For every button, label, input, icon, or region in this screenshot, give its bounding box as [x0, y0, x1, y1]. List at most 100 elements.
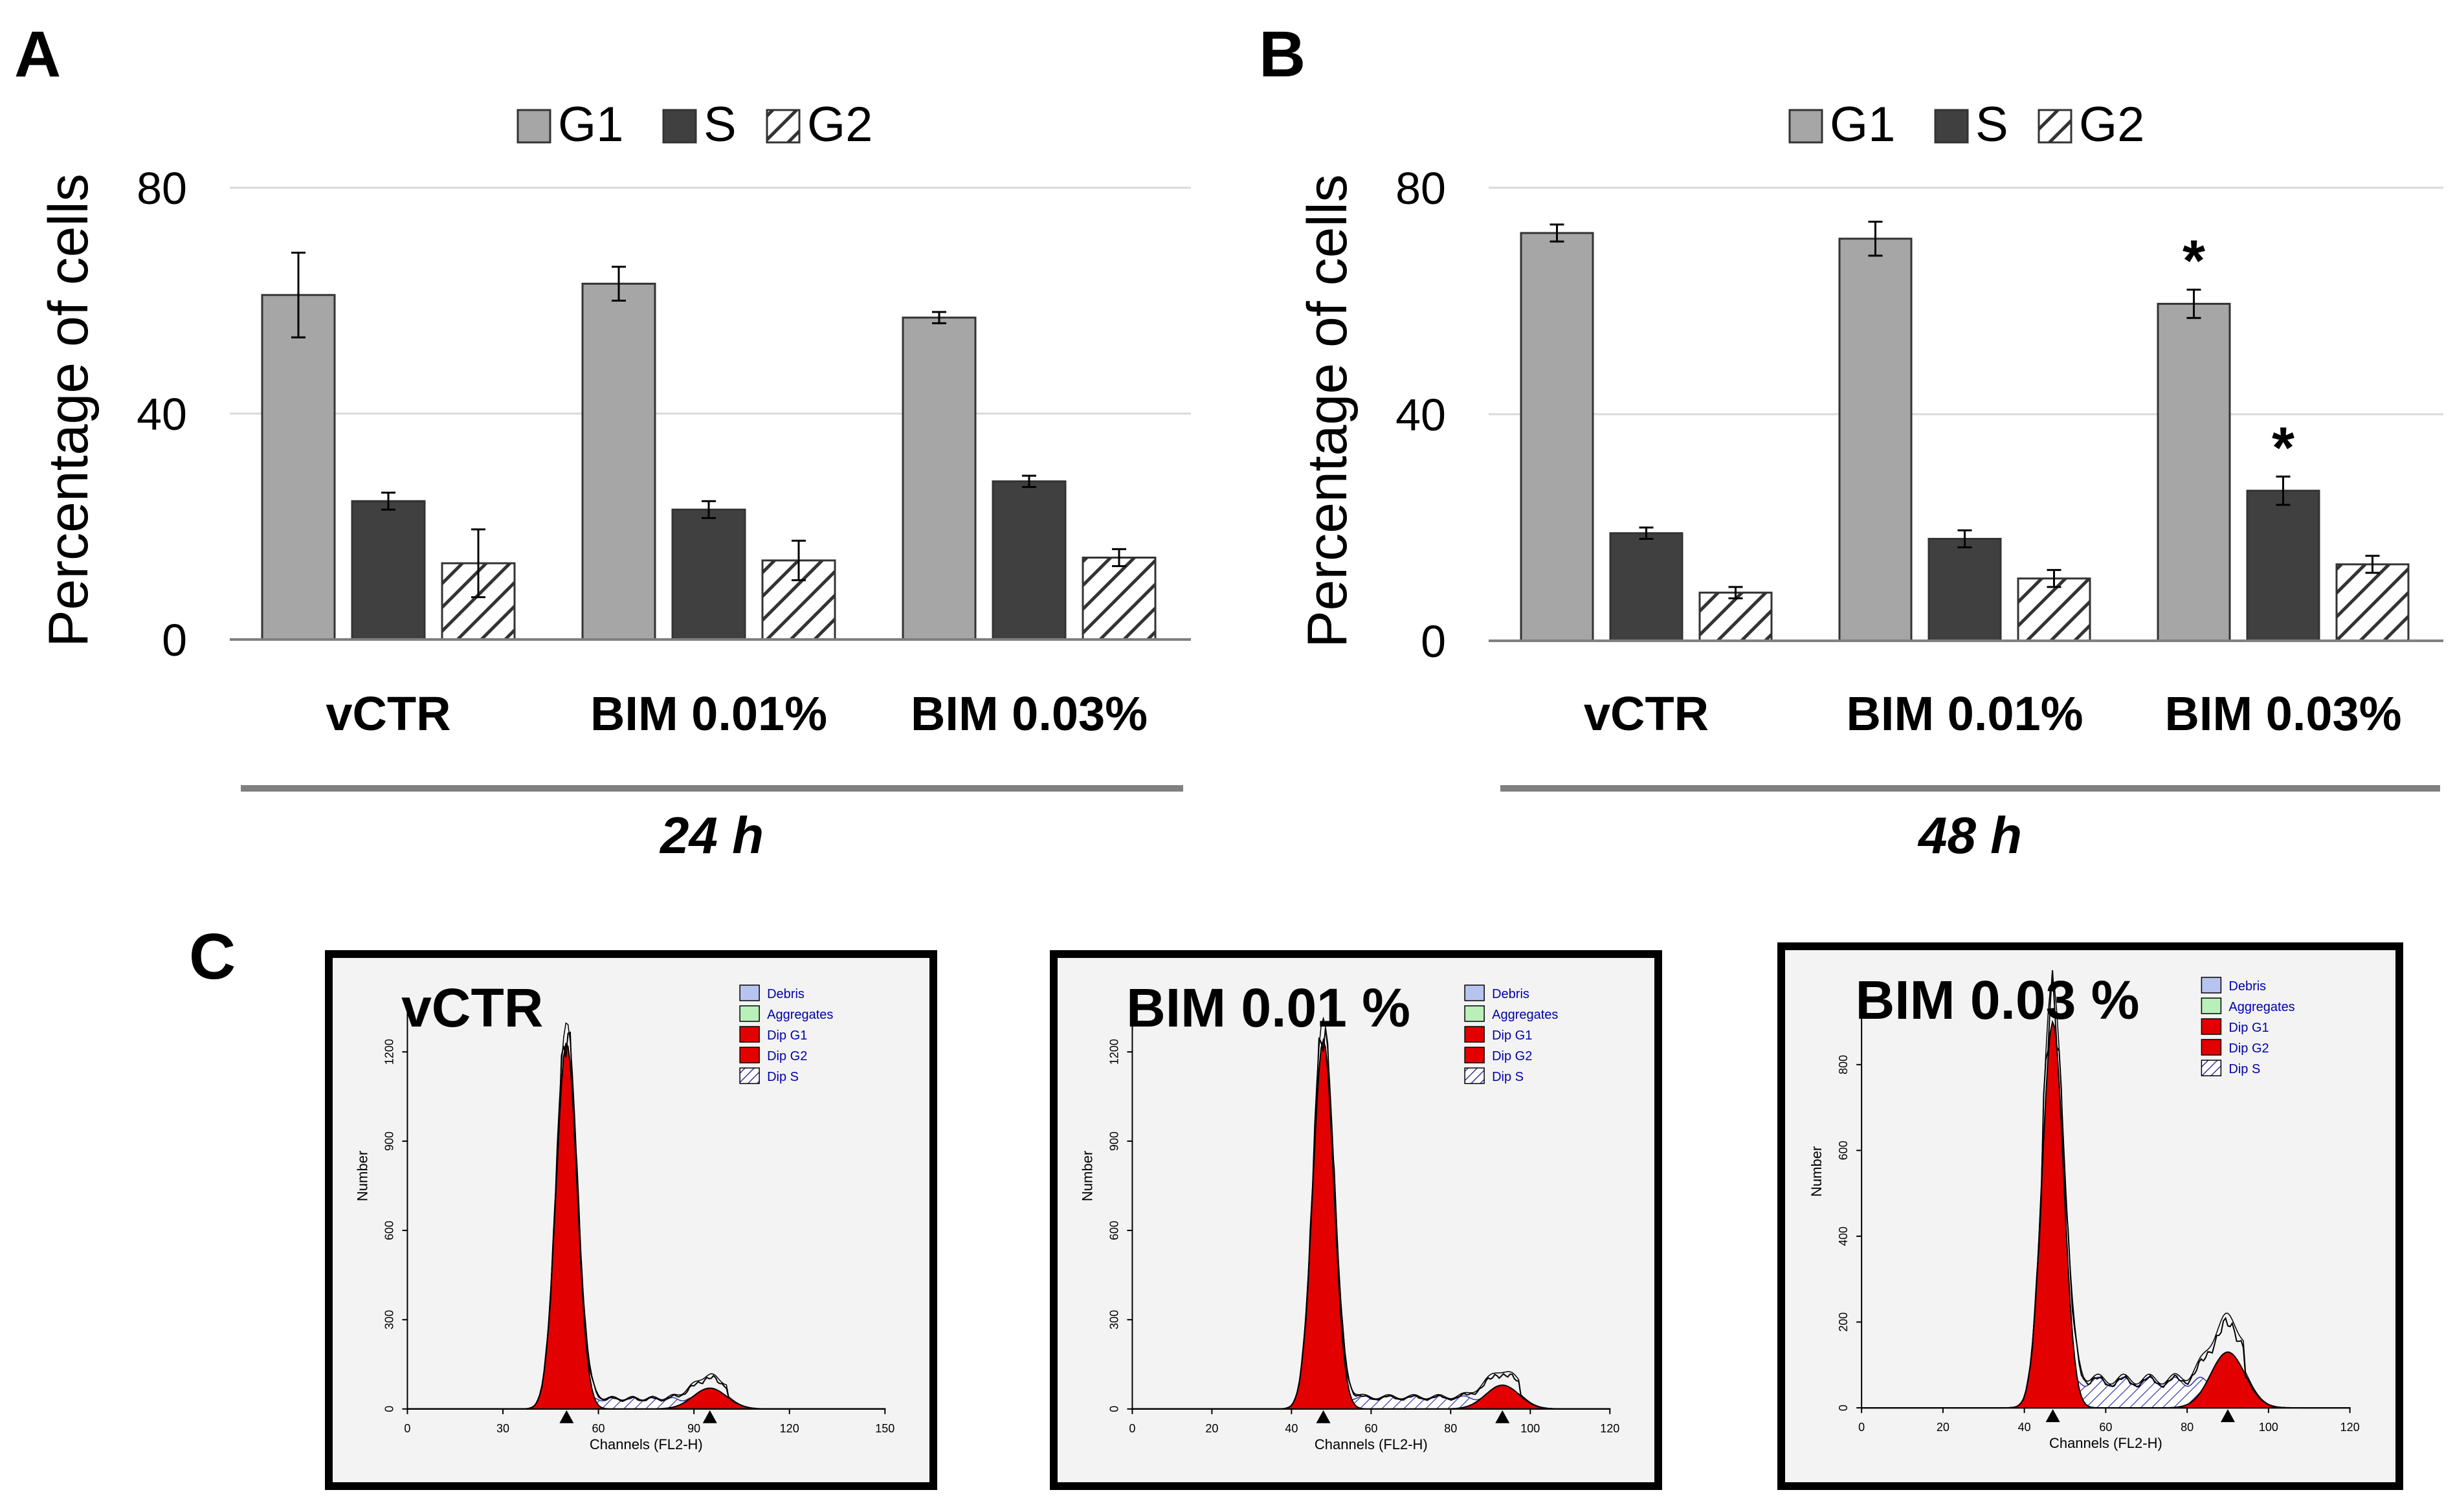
x-tick-label: 80: [2181, 1421, 2194, 1434]
y-tick-label: 0: [1837, 1405, 1850, 1411]
histogram-frame: [1050, 950, 1662, 1490]
category-label: BIM 0.01%: [1846, 687, 2083, 740]
legend-swatch-g2: [2038, 109, 2072, 144]
y-tick-label: 800: [1837, 1055, 1850, 1074]
legend-swatch-g1: [1788, 109, 1823, 144]
timepoint-label: 24 h: [659, 806, 764, 864]
histogram-legend-label: Dip G2: [767, 1049, 807, 1063]
histogram-legend-label: Dip G1: [767, 1028, 807, 1043]
histogram-legend-label: Dip G2: [1492, 1049, 1532, 1063]
x-tick-label: 30: [496, 1422, 509, 1435]
histogram-legend-swatch: [739, 984, 760, 1001]
y-tick-label: 0: [1421, 616, 1446, 667]
bar-s-2: [2246, 489, 2320, 642]
legend-label: G2: [807, 97, 872, 152]
x-tick-label: 40: [2018, 1421, 2031, 1434]
legend-label: S: [704, 97, 737, 152]
category-label: BIM 0.03%: [2164, 687, 2401, 740]
histogram-legend-swatch: [739, 1005, 760, 1022]
histogram-legend-swatch: [2201, 1039, 2222, 1056]
y-tick-label: 1200: [383, 1039, 395, 1065]
legend-swatch-g2: [766, 109, 801, 144]
y-tick-label: 300: [1107, 1310, 1120, 1329]
timepoint-label: 48 h: [1917, 806, 2022, 864]
y-tick-label: 40: [1395, 390, 1446, 440]
x-tick-label: 60: [592, 1422, 605, 1435]
y-tick-label: 40: [137, 389, 187, 439]
y-tick-label: 300: [383, 1310, 395, 1329]
histogram-legend-swatch: [1464, 1005, 1485, 1022]
bar-g2-0: [1698, 592, 1773, 642]
histogram-legend-label: Aggregates: [2228, 1000, 2294, 1014]
y-axis-label: Number: [1079, 1151, 1095, 1201]
panel-label-b: B: [1259, 18, 1305, 91]
y-tick-label: 900: [1107, 1131, 1120, 1151]
legend-swatch-g1: [517, 109, 551, 144]
y-tick-label: 900: [383, 1131, 395, 1151]
y-tick-label: 1200: [1107, 1039, 1120, 1065]
x-axis-label: Channels (FL2-H): [2049, 1435, 2162, 1451]
bar-s-0: [351, 500, 426, 641]
category-label: vCTR: [1584, 687, 1709, 740]
bar-chart-a: 0 40 80 Percentage of cells vCTR BIM 0.01% BIM…: [38, 97, 1191, 864]
legend-swatch-s: [1934, 109, 1969, 144]
category-label: BIM 0.01%: [590, 687, 827, 740]
histogram-legend-swatch: [739, 1026, 760, 1043]
bar-g1-2: [2157, 302, 2231, 642]
histogram-legend-label: Debris: [767, 987, 805, 1001]
y-axis-label: Percentage of cells: [38, 173, 100, 647]
x-axis-label: Channels (FL2-H): [590, 1436, 703, 1452]
legend-label: G1: [1830, 97, 1895, 152]
y-tick-label: 600: [1107, 1221, 1120, 1240]
x-axis-label: Channels (FL2-H): [1315, 1436, 1428, 1452]
x-tick-label: 60: [1364, 1422, 1377, 1435]
category-label: BIM 0.03%: [911, 687, 1148, 740]
histogram-legend-label: Dip G1: [2228, 1021, 2269, 1035]
histogram-legend-label: Dip S: [1492, 1070, 1524, 1084]
histogram-legend-label: Dip G2: [2228, 1041, 2269, 1056]
bar-chart-b: 0 40 80 Percentage of cells vCTR BIM 0.01% * * B…: [1296, 97, 2443, 864]
histogram-legend-label: Debris: [2228, 979, 2266, 994]
histogram-legend-swatch: [2201, 977, 2222, 994]
bar-g1-0: [261, 294, 336, 641]
x-tick-label: 120: [780, 1422, 799, 1435]
fitted-model-line: [1132, 1016, 1610, 1410]
panel-label-c: C: [189, 920, 236, 993]
histogram-legend-label: Dip G1: [1492, 1028, 1532, 1043]
x-tick-label: 90: [687, 1422, 700, 1435]
significance-star: *: [2183, 229, 2205, 294]
bar-g2-2: [2335, 563, 2410, 642]
bar-g1-1: [581, 282, 656, 641]
x-tick-label: 0: [1858, 1421, 1865, 1434]
peak-marker-triangle: [1316, 1410, 1331, 1423]
x-tick-label: 40: [1285, 1422, 1298, 1435]
x-tick-label: 150: [875, 1422, 894, 1435]
bar-g1-2: [902, 317, 977, 641]
x-tick-label: 0: [404, 1422, 410, 1435]
histogram-legend-swatch: [739, 1047, 760, 1063]
y-tick-label: 80: [1395, 163, 1446, 214]
histogram-title: vCTR: [401, 977, 543, 1038]
x-tick-label: 120: [2340, 1421, 2360, 1434]
fitted-model-line: [407, 1022, 885, 1410]
histogram-legend-label: Debris: [1492, 987, 1529, 1001]
histogram-legend-swatch: [2201, 997, 2222, 1014]
y-axis-label: Percentage of cells: [1296, 174, 1359, 647]
bar-g1-0: [1520, 232, 1594, 642]
y-tick-label: 80: [137, 163, 187, 214]
legend-label: G2: [2079, 97, 2144, 152]
histogram-legend-label: Dip S: [767, 1070, 799, 1084]
histogram-title: BIM 0.01 %: [1126, 977, 1410, 1038]
legend-label: S: [1975, 97, 2008, 152]
flow-histogram-3: 0 20 40 60 80 100 120 0 200 400 600 800 Channels (FL…: [1777, 942, 2403, 1490]
panel-label-a: A: [14, 18, 61, 91]
histogram-legend-label: Dip S: [2228, 1062, 2260, 1076]
y-axis-label: Number: [1808, 1146, 1825, 1197]
y-tick-label: 0: [383, 1406, 395, 1412]
legend: G1 S G2: [517, 97, 872, 152]
x-tick-label: 100: [1520, 1422, 1540, 1435]
legend-label: G1: [558, 97, 623, 152]
y-tick-label: 0: [162, 615, 187, 665]
flow-histogram-1: 0 30 60 90 120 150 0 300 600 900 1200 Channels (FL2…: [325, 950, 937, 1490]
